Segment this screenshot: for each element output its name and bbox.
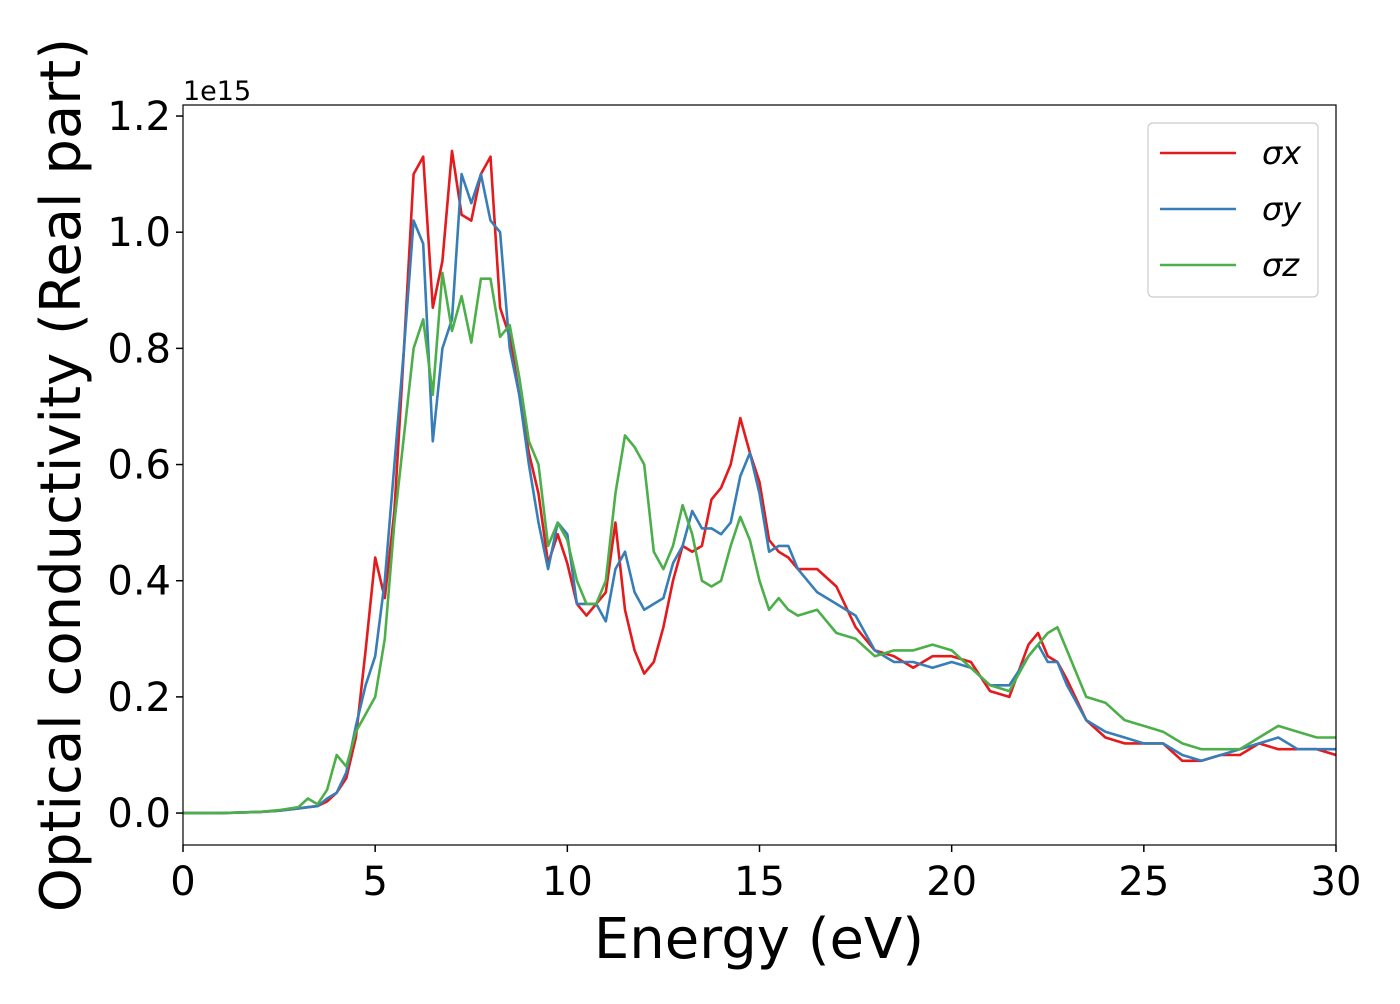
legend-label: σx bbox=[1262, 134, 1302, 172]
x-axis-label: Energy (eV) bbox=[594, 907, 924, 972]
x-tick-label: 30 bbox=[1311, 859, 1362, 905]
x-tick-label: 10 bbox=[542, 859, 593, 905]
y-tick-label: 1.2 bbox=[107, 94, 171, 140]
series-line bbox=[183, 271, 1336, 815]
x-tick-label: 25 bbox=[1118, 859, 1169, 905]
series-line bbox=[183, 172, 1336, 815]
plot-frame bbox=[182, 104, 1337, 846]
series-line bbox=[183, 149, 1336, 815]
offset-label: 1e15 bbox=[183, 76, 251, 107]
x-tick-label: 15 bbox=[734, 859, 785, 905]
y-tick-label: 0.4 bbox=[107, 559, 171, 605]
x-tick-label: 20 bbox=[926, 859, 977, 905]
x-tick-label: 0 bbox=[170, 859, 195, 905]
y-tick-label: 1.0 bbox=[107, 210, 171, 256]
y-tick-label: 0.2 bbox=[107, 675, 171, 721]
y-tick-label: 0.0 bbox=[107, 791, 171, 837]
y-tick-label: 0.6 bbox=[107, 443, 171, 489]
legend-label: σz bbox=[1262, 246, 1300, 284]
legend-label: σy bbox=[1262, 190, 1302, 228]
y-axis-label: Optical conductivity (Real part) bbox=[29, 38, 94, 912]
x-tick-label: 5 bbox=[362, 859, 387, 905]
y-tick-label: 0.8 bbox=[107, 326, 171, 372]
